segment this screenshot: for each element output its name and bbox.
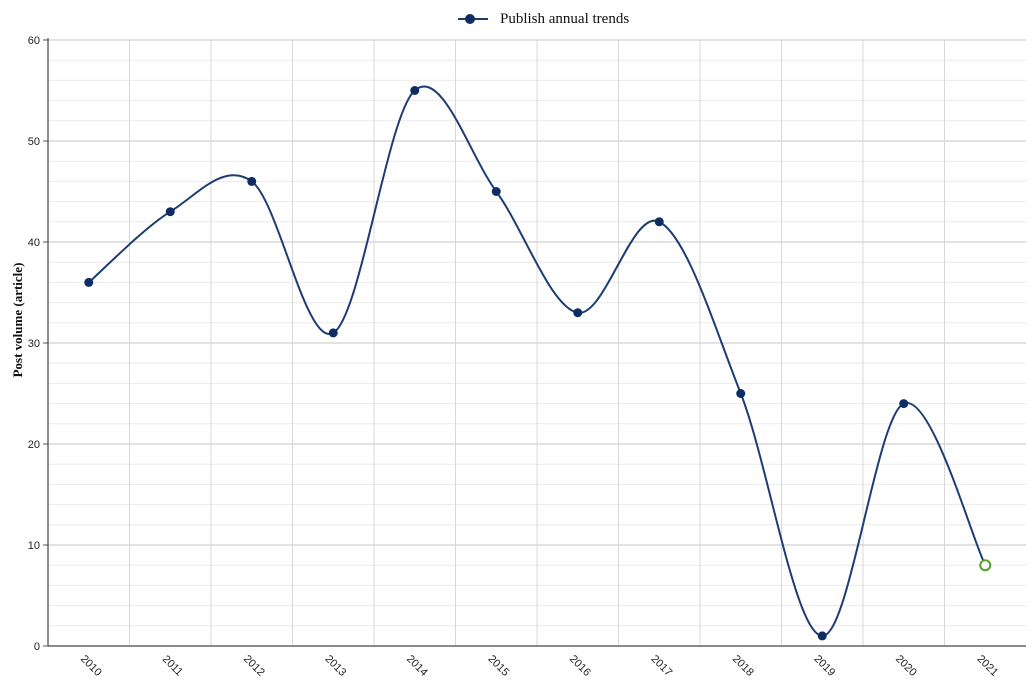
data-point bbox=[573, 308, 583, 318]
x-tick-label: 2010 bbox=[78, 653, 104, 679]
data-point bbox=[654, 217, 664, 227]
y-axis-label: Post volume (article) bbox=[10, 262, 25, 378]
legend-label: Publish annual trends bbox=[500, 10, 630, 27]
x-tick-label: 2020 bbox=[893, 653, 919, 679]
data-point bbox=[247, 176, 257, 186]
grid-lines bbox=[48, 39, 1026, 646]
data-point bbox=[410, 86, 420, 95]
data-point bbox=[328, 328, 338, 338]
data-point-highlight bbox=[979, 559, 992, 572]
data-point bbox=[165, 207, 175, 217]
x-tick-labels: 2010 2011 2012 2013 2014 2015 2016 2017 2018 2019… bbox=[78, 653, 1000, 679]
data-point bbox=[736, 389, 746, 398]
x-tick-label: 2016 bbox=[567, 653, 593, 679]
data-point bbox=[491, 187, 501, 196]
x-tick-label: 2013 bbox=[322, 653, 348, 679]
x-tick-label: 2015 bbox=[485, 653, 511, 679]
x-tick-label: 2014 bbox=[404, 653, 430, 679]
x-tick-label: 2017 bbox=[648, 653, 674, 679]
y-tick-label: 0 bbox=[34, 641, 40, 653]
data-point bbox=[84, 277, 94, 287]
series-publish-annual-trends bbox=[84, 85, 992, 641]
y-tick-label: 40 bbox=[28, 237, 40, 249]
x-tick-label: 2021 bbox=[974, 653, 1000, 679]
series-line bbox=[88, 85, 987, 637]
y-tick-labels: 0 10 20 30 40 50 60 bbox=[28, 35, 40, 653]
data-point bbox=[817, 631, 827, 641]
x-tick-label: 2018 bbox=[730, 653, 756, 679]
x-tick-label: 2011 bbox=[160, 653, 185, 678]
y-tick-label: 50 bbox=[28, 136, 40, 148]
axes bbox=[43, 38, 1026, 647]
x-tick-label: 2019 bbox=[811, 653, 837, 679]
x-tick-label: 2012 bbox=[241, 653, 267, 679]
data-point bbox=[899, 399, 909, 409]
y-tick-label: 30 bbox=[28, 338, 40, 350]
y-tick-label: 10 bbox=[28, 540, 40, 552]
legend: Publish annual trends bbox=[458, 8, 629, 30]
y-tick-label: 20 bbox=[28, 439, 40, 451]
legend-marker-icon bbox=[458, 12, 492, 26]
y-tick-label: 60 bbox=[28, 35, 40, 47]
